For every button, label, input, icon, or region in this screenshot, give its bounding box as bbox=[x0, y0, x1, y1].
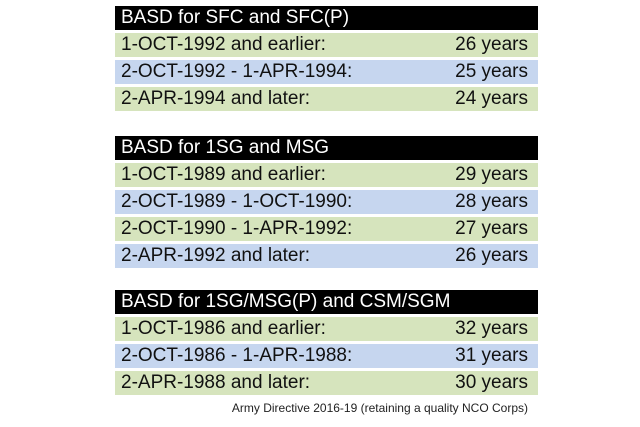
basd-table-sfc: BASD for SFC and SFC(P) 1-OCT-1992 and e… bbox=[115, 6, 538, 114]
table-row: 2-OCT-1990 - 1-APR-1992: 27 years bbox=[115, 217, 538, 241]
row-period: 1-OCT-1986 and earlier: bbox=[121, 318, 326, 339]
table-title: BASD for 1SG/MSG(P) and CSM/SGM bbox=[115, 290, 538, 314]
table-row: 2-APR-1994 and later: 24 years bbox=[115, 87, 538, 111]
row-period: 2-OCT-1986 - 1-APR-1988: bbox=[121, 345, 353, 366]
row-period: 2-OCT-1989 - 1-OCT-1990: bbox=[121, 191, 353, 212]
row-years: 32 years bbox=[455, 318, 528, 339]
table-row: 2-OCT-1986 - 1-APR-1988: 31 years bbox=[115, 344, 538, 368]
table-title: BASD for SFC and SFC(P) bbox=[115, 6, 538, 30]
row-years: 30 years bbox=[455, 372, 528, 393]
table-row: 2-OCT-1992 - 1-APR-1994: 25 years bbox=[115, 60, 538, 84]
table-row: 1-OCT-1989 and earlier: 29 years bbox=[115, 163, 538, 187]
basd-table-1sg-msg: BASD for 1SG and MSG 1-OCT-1989 and earl… bbox=[115, 136, 538, 271]
table-title: BASD for 1SG and MSG bbox=[115, 136, 538, 160]
table-row: 2-OCT-1989 - 1-OCT-1990: 28 years bbox=[115, 190, 538, 214]
row-years: 31 years bbox=[455, 345, 528, 366]
row-period: 2-APR-1988 and later: bbox=[121, 372, 311, 393]
table-row: 1-OCT-1992 and earlier: 26 years bbox=[115, 33, 538, 57]
row-period: 2-OCT-1992 - 1-APR-1994: bbox=[121, 61, 353, 82]
row-years: 24 years bbox=[455, 88, 528, 109]
row-years: 26 years bbox=[455, 34, 528, 55]
row-years: 28 years bbox=[455, 191, 528, 212]
table-row: 2-APR-1992 and later: 26 years bbox=[115, 244, 538, 268]
table-row: 2-APR-1988 and later: 30 years bbox=[115, 371, 538, 395]
row-years: 29 years bbox=[455, 164, 528, 185]
row-years: 27 years bbox=[455, 218, 528, 239]
row-period: 2-APR-1992 and later: bbox=[121, 245, 311, 266]
row-period: 2-APR-1994 and later: bbox=[121, 88, 311, 109]
row-years: 26 years bbox=[455, 245, 528, 266]
source-caption: Army Directive 2016-19 (retaining a qual… bbox=[231, 401, 528, 415]
row-period: 1-OCT-1989 and earlier: bbox=[121, 164, 326, 185]
table-row: 1-OCT-1986 and earlier: 32 years bbox=[115, 317, 538, 341]
basd-table-1sg-msg-p-csm-sgm: BASD for 1SG/MSG(P) and CSM/SGM 1-OCT-19… bbox=[115, 290, 538, 398]
row-period: 1-OCT-1992 and earlier: bbox=[121, 34, 326, 55]
row-years: 25 years bbox=[455, 61, 528, 82]
row-period: 2-OCT-1990 - 1-APR-1992: bbox=[121, 218, 353, 239]
